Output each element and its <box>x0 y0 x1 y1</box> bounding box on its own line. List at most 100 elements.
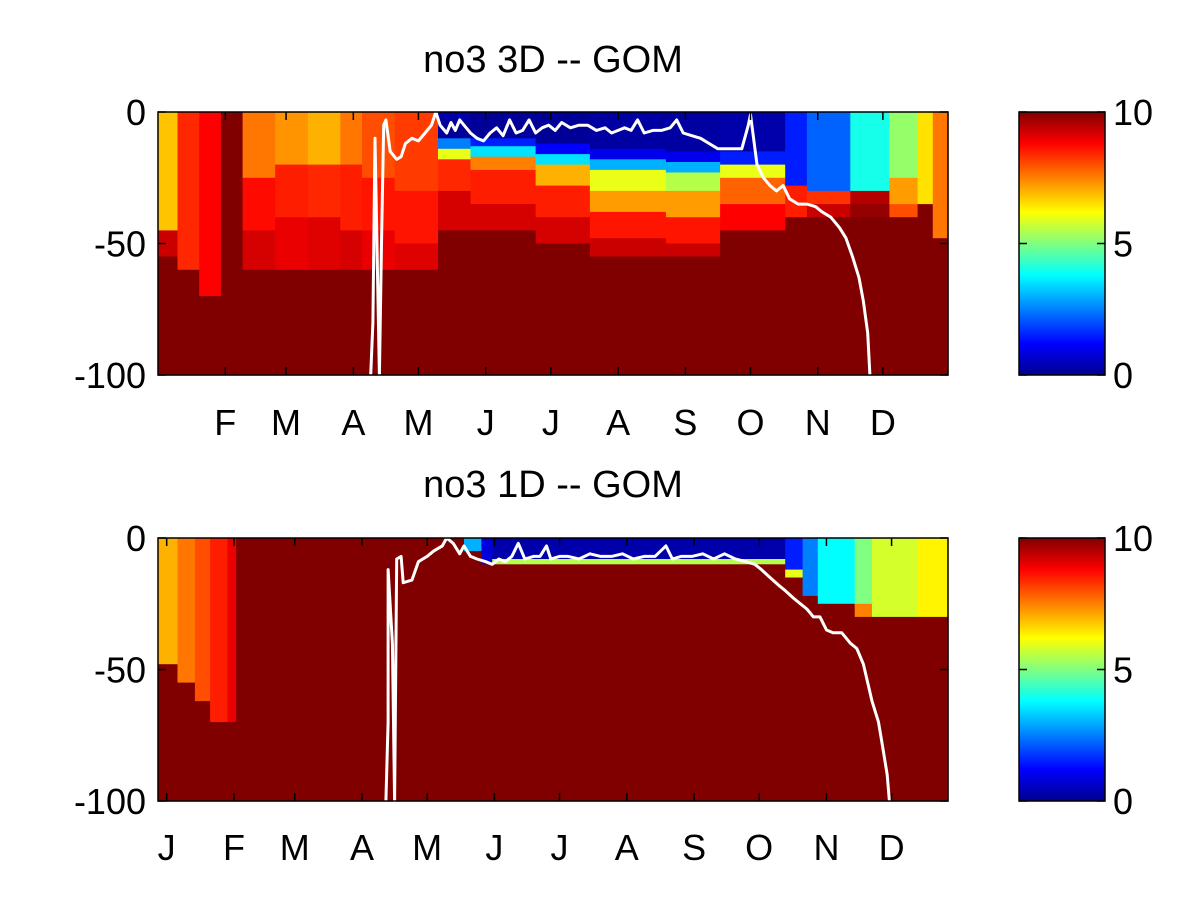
heatmap-cell <box>720 151 786 166</box>
heatmap-cell <box>535 185 591 218</box>
heatmap-cell <box>464 551 482 802</box>
heatmap-cell <box>720 164 786 179</box>
x-tick-label: S <box>673 402 697 443</box>
heatmap-cell <box>889 204 919 218</box>
y-tick-label: -50 <box>94 224 146 265</box>
heatmap-cell <box>340 112 363 166</box>
heatmap-cell <box>535 217 591 245</box>
heatmap-cell <box>340 164 363 231</box>
x-tick-label: M <box>412 827 442 868</box>
mixed-layer-depth-line <box>384 536 891 803</box>
heatmap-cell <box>854 603 873 618</box>
heatmap-cell <box>464 538 482 552</box>
colorbar-tick-label: 0 <box>1113 781 1133 822</box>
heatmap-cell <box>227 722 237 802</box>
x-tick-label: J <box>542 402 560 443</box>
heatmap-cell <box>481 564 493 802</box>
heatmap-cell <box>470 156 537 171</box>
heatmap-cell <box>785 112 808 187</box>
y-tick-label: -100 <box>74 355 146 396</box>
x-tick-label: O <box>745 827 773 868</box>
heatmap-cell <box>275 217 309 271</box>
heatmap-cell <box>665 172 721 192</box>
colorbar-gradient <box>1018 537 1106 802</box>
heatmap-cell <box>854 616 873 802</box>
heatmap-cell <box>394 243 439 271</box>
heatmap-cell <box>665 217 721 245</box>
heatmap-cell <box>720 230 786 376</box>
heatmap-cell <box>917 112 934 205</box>
heatmap-cell <box>438 230 472 376</box>
heatmap-cell <box>854 538 873 605</box>
x-tick-label: J <box>485 827 503 868</box>
heatmap-cell <box>158 538 179 665</box>
heatmap-cell <box>872 538 919 618</box>
heatmap-cell <box>589 211 667 239</box>
y-tick-label: -50 <box>94 650 146 691</box>
heatmap-cell <box>394 190 439 245</box>
heatmap-cell <box>340 230 363 271</box>
heatmap-cell <box>236 538 465 802</box>
heatmap-cell <box>242 269 276 376</box>
x-tick-label: A <box>350 827 374 868</box>
heatmap-cell <box>872 616 919 802</box>
x-tick-label: J <box>477 402 495 443</box>
y-tick-label: -100 <box>74 781 146 822</box>
y-axis: 0 -50 -100 <box>74 518 948 822</box>
heatmap-cell <box>470 204 537 231</box>
heatmap-cell <box>917 538 949 618</box>
heatmap-plot <box>157 536 949 803</box>
heatmap-cell <box>194 538 211 702</box>
heatmap-cell <box>470 146 537 158</box>
heatmap-cell <box>158 256 179 376</box>
heatmap-cell <box>850 204 890 218</box>
heatmap-cell <box>589 256 667 376</box>
heatmap-cell <box>158 230 179 258</box>
heatmap-cell <box>785 577 804 802</box>
heatmap-plot <box>157 110 949 377</box>
x-tick-label: N <box>805 402 831 443</box>
heatmap-cell <box>932 112 949 239</box>
x-tick-label: M <box>280 827 310 868</box>
heatmap-cell <box>394 269 439 376</box>
heatmap-cell <box>917 204 934 376</box>
heatmap-cell <box>535 154 591 166</box>
heatmap-cell <box>889 217 919 376</box>
colorbar-gradient <box>1018 111 1106 376</box>
heatmap-cell <box>438 112 472 121</box>
heatmap-cell <box>307 112 341 166</box>
heatmap-cell <box>535 243 591 376</box>
heatmap-cell <box>307 217 341 271</box>
heatmap-cell <box>210 722 229 802</box>
x-tick-label: A <box>341 402 365 443</box>
heatmap-cell <box>589 159 667 171</box>
colorbar-tick-label: 5 <box>1113 650 1133 691</box>
x-tick-label: J <box>158 827 176 868</box>
colorbar-tick-label: 5 <box>1113 224 1133 265</box>
heatmap-cell <box>665 151 721 163</box>
heatmap-cell <box>720 204 786 231</box>
heatmap-cell <box>210 538 229 723</box>
y-axis: 0 -50 -100 <box>74 92 948 396</box>
y-tick-label: 0 <box>126 518 146 559</box>
heatmap-cell <box>438 148 472 160</box>
heatmap-cell <box>177 538 196 684</box>
colorbar: 10 5 0 <box>1018 92 1153 396</box>
heatmap-cell <box>227 538 237 723</box>
heatmap-cell <box>665 162 721 174</box>
heatmap-cell <box>589 190 667 213</box>
heatmap-cell <box>492 564 786 802</box>
x-tick-label: D <box>870 402 896 443</box>
chart-title: no3 1D -- GOM <box>423 464 683 506</box>
heatmap-cell <box>220 112 244 376</box>
heatmap-cell <box>158 112 179 231</box>
heatmap-cell <box>492 559 786 565</box>
heatmap-cell <box>492 538 786 560</box>
heatmap-cell <box>275 269 309 376</box>
heatmap-cell <box>438 159 472 192</box>
heatmap-cell <box>589 238 667 258</box>
y-tick-label: 0 <box>126 92 146 133</box>
